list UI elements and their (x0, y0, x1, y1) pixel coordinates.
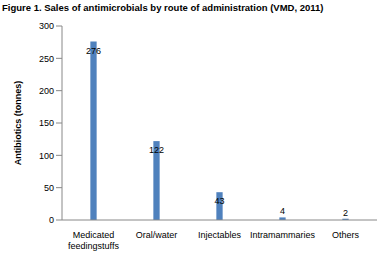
svg-text:Intramammaries: Intramammaries (250, 230, 316, 240)
svg-text:276: 276 (86, 46, 101, 56)
svg-text:50: 50 (44, 183, 54, 193)
svg-text:250: 250 (39, 54, 54, 64)
svg-text:200: 200 (39, 86, 54, 96)
svg-text:Medicatedfeedingstuffs: Medicatedfeedingstuffs (68, 230, 119, 251)
svg-text:2: 2 (343, 208, 348, 218)
html-text:Figure 1. Sales of antimicrobi: Figure 1. Sales of antimicrobials by rou… (2, 2, 324, 13)
svg-text:150: 150 (39, 118, 54, 128)
svg-text:4: 4 (280, 206, 285, 216)
svg-text:100: 100 (39, 151, 54, 161)
svg-text:Injectables: Injectables (198, 230, 242, 240)
svg-text:300: 300 (39, 21, 54, 31)
svg-text:0: 0 (49, 215, 54, 225)
svg-text:122: 122 (149, 145, 164, 155)
svg-text:Oral/water: Oral/water (136, 230, 178, 240)
svg-text:Antibiotics (tonnes): Antibiotics (tonnes) (13, 81, 23, 166)
svg-text:Others: Others (332, 230, 360, 240)
svg-text:43: 43 (214, 196, 224, 206)
